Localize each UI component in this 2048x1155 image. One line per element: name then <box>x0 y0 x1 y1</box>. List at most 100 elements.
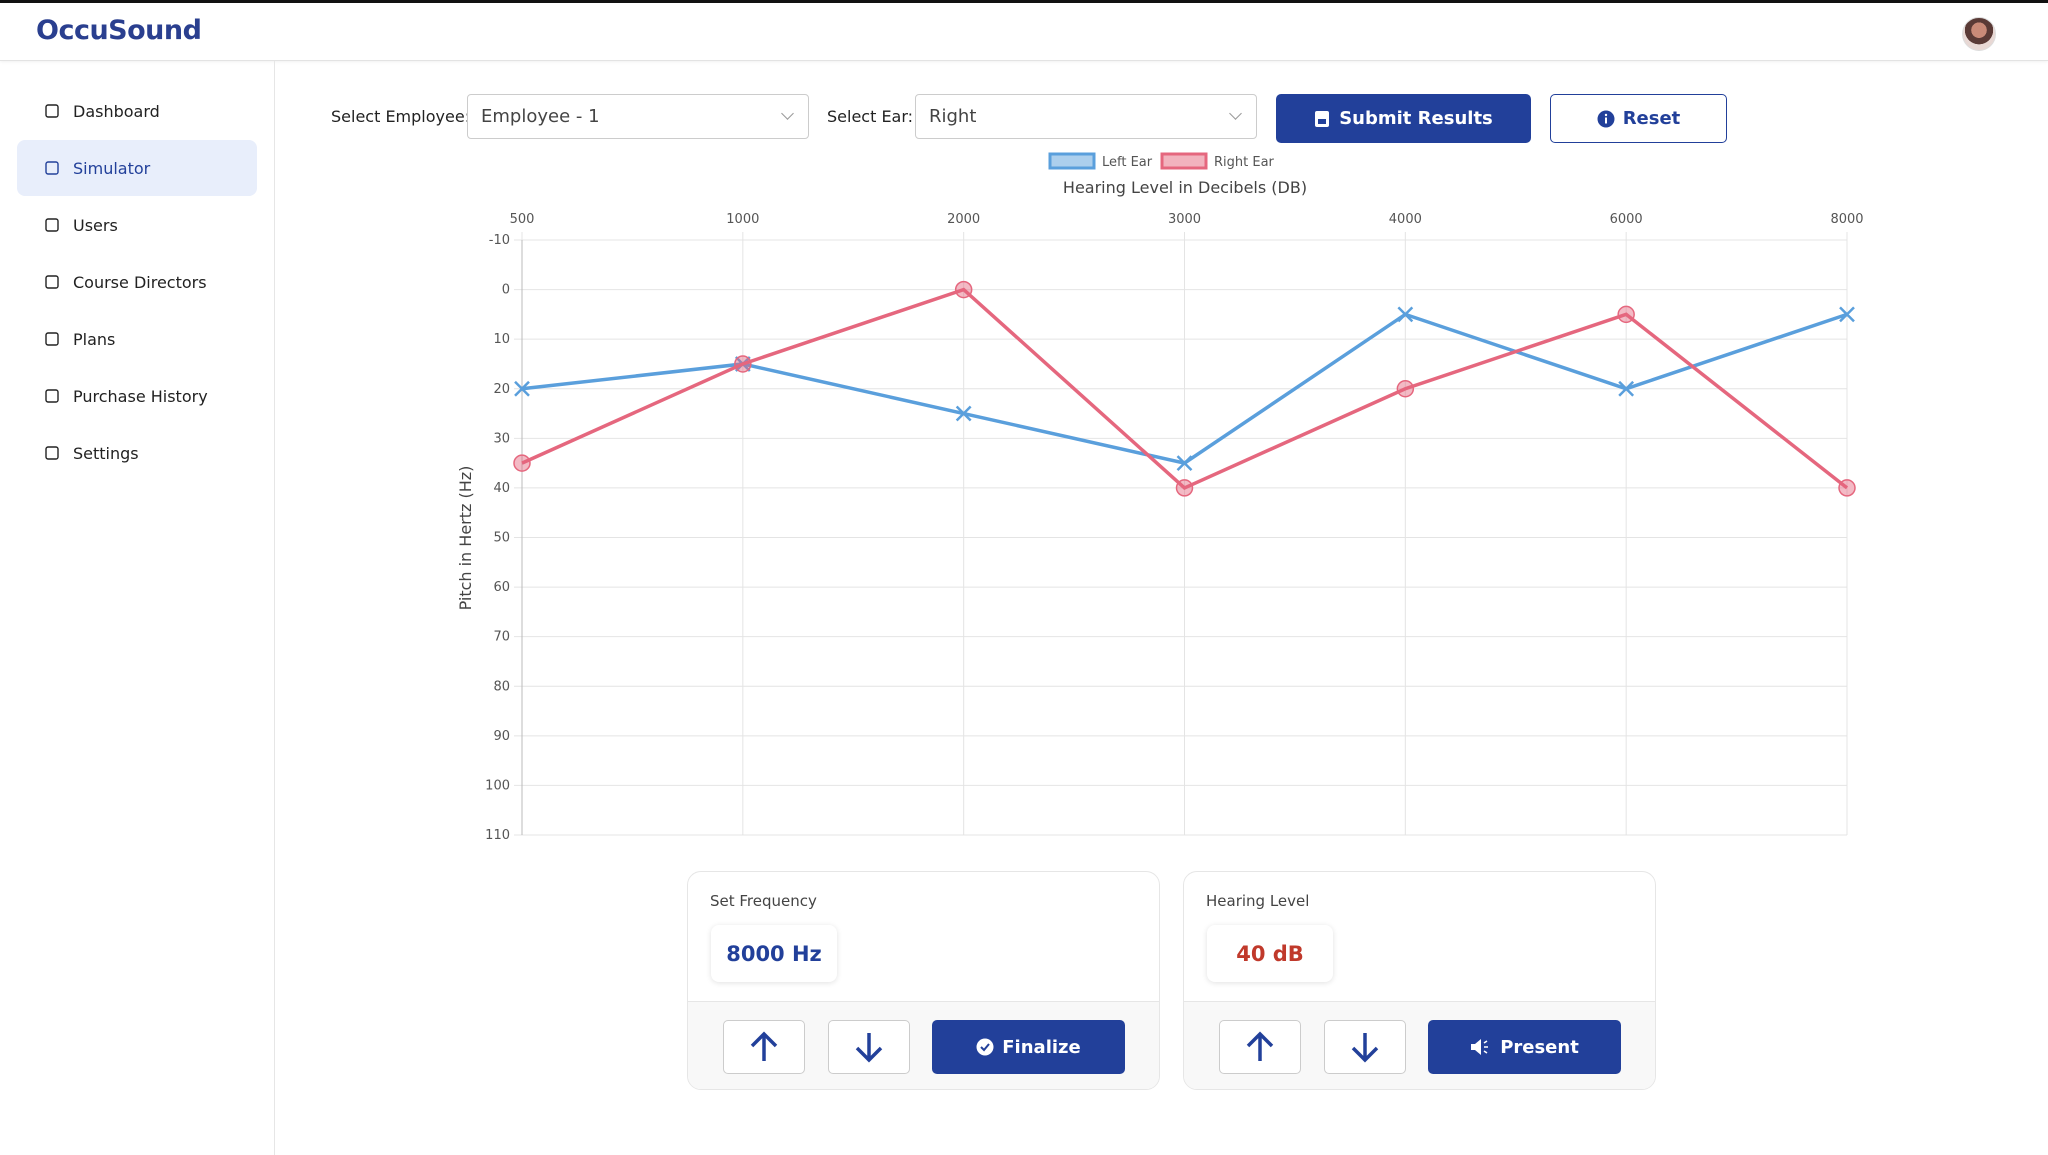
nav-label: Simulator <box>73 158 151 178</box>
top-bar: OccuSound <box>0 0 2048 61</box>
arrow-up-icon <box>1246 1031 1274 1061</box>
info-icon <box>1597 110 1615 127</box>
point <box>1175 479 1194 497</box>
logo[interactable]: OccuSound <box>36 15 202 46</box>
point <box>1397 306 1414 323</box>
x-tick-label: 500 <box>510 212 535 227</box>
legend-label: Right Ear <box>1214 155 1275 170</box>
y-tick-label: 0 <box>502 283 510 298</box>
submit-button[interactable]: Submit Results <box>1276 94 1531 143</box>
legend-swatch <box>1160 152 1208 170</box>
nav-label: Users <box>73 215 118 235</box>
point <box>1838 479 1856 497</box>
point <box>734 355 752 373</box>
y-tick-label: 30 <box>493 431 510 446</box>
up-button[interactable] <box>723 1020 805 1074</box>
y-tick-label: 80 <box>493 679 510 694</box>
action-button[interactable]: Finalize <box>932 1020 1125 1074</box>
panel-value: 40 dB <box>1207 925 1333 982</box>
sidebar: Dashboard Simulator Users Course Directors P… <box>0 61 275 1155</box>
x-tick-label: 6000 <box>1610 212 1643 227</box>
ear-label: Select Ear: <box>827 107 914 126</box>
x-tick-label: 2000 <box>947 212 980 227</box>
point <box>1618 380 1635 397</box>
nav-item[interactable]: Users <box>17 197 257 253</box>
x-axis-title: Hearing Level in Decibels (DB) <box>1063 178 1307 197</box>
y-tick-label: -10 <box>489 233 510 248</box>
reset-button[interactable]: Reset <box>1550 94 1727 143</box>
series-line <box>521 287 1849 490</box>
up-button[interactable] <box>1219 1020 1301 1074</box>
point <box>955 405 972 422</box>
y-tick-label: 20 <box>493 382 510 397</box>
y-axis-title: Pitch in Hertz (Hz) <box>456 466 475 611</box>
nav-label: Course Directors <box>73 272 207 292</box>
action-label: Finalize <box>1002 1036 1081 1058</box>
down-button[interactable] <box>828 1020 910 1074</box>
point <box>1839 306 1855 323</box>
chart: Hearing Level in Decibels (DB) Pitch in … <box>456 152 1864 843</box>
nav-label: Dashboard <box>73 101 160 121</box>
ear-select[interactable]: Right <box>915 94 1257 139</box>
panel-title: Hearing Level <box>1206 892 1310 910</box>
arrow-up-icon <box>750 1031 778 1061</box>
point <box>1396 380 1415 398</box>
nav-icon <box>45 332 59 346</box>
legend-swatch <box>1048 152 1096 170</box>
nav-label: Settings <box>73 443 139 463</box>
nav-label: Plans <box>73 329 116 349</box>
nav-icon <box>45 275 59 289</box>
nav-item[interactable]: Course Directors <box>17 254 257 310</box>
action-button[interactable]: Present <box>1428 1020 1621 1074</box>
x-tick-label: 4000 <box>1389 212 1422 227</box>
y-tick-label: 100 <box>485 778 510 793</box>
nav-icon <box>45 446 59 460</box>
panel-footer: Present <box>1184 1001 1655 1089</box>
nav-icon <box>45 104 59 118</box>
x-tick-label: 8000 <box>1830 212 1863 227</box>
reset-text: Reset <box>1622 108 1681 129</box>
panel-footer: Finalize <box>688 1001 1159 1089</box>
arrow-down-icon <box>855 1033 883 1063</box>
avatar[interactable] <box>1962 17 1996 51</box>
x-tick-label: 3000 <box>1168 212 1201 227</box>
employee-select[interactable]: Employee - 1 <box>467 94 809 139</box>
arrow-down-icon <box>1351 1033 1379 1063</box>
nav-item[interactable]: Settings <box>17 425 257 481</box>
nav-item[interactable]: Plans <box>17 311 257 367</box>
point <box>513 454 531 472</box>
y-tick-label: 60 <box>493 580 510 595</box>
panel: Set Frequency 8000 Hz Finalize <box>687 871 1160 1090</box>
point <box>954 280 973 299</box>
y-tick-label: 70 <box>493 630 510 645</box>
point <box>1617 305 1635 324</box>
y-tick-label: 10 <box>493 332 510 347</box>
y-tick-label: 40 <box>493 481 510 496</box>
down-button[interactable] <box>1324 1020 1406 1074</box>
nav-item[interactable]: Dashboard <box>17 83 257 139</box>
nav-icon <box>45 218 59 232</box>
panel-value: 8000 Hz <box>711 925 837 982</box>
nav-label: Purchase History <box>73 386 208 406</box>
y-tick-label: 50 <box>493 531 510 546</box>
nav-icon <box>45 389 59 403</box>
nav-icon <box>45 161 59 175</box>
point <box>1176 455 1193 472</box>
y-tick-label: 110 <box>485 828 510 843</box>
submit-text: Submit Results <box>1339 108 1493 129</box>
action-label: Present <box>1500 1036 1579 1058</box>
speaker-icon <box>1471 1039 1489 1055</box>
nav-item[interactable]: Simulator <box>17 140 257 196</box>
save-icon <box>1315 110 1330 127</box>
y-tick-label: 90 <box>493 729 510 744</box>
panel-title: Set Frequency <box>710 892 817 910</box>
check-icon <box>976 1038 994 1056</box>
x-tick-label: 1000 <box>726 212 759 227</box>
legend-label: Left Ear <box>1102 155 1153 170</box>
point <box>514 380 530 397</box>
nav-item[interactable]: Purchase History <box>17 368 257 424</box>
employee-label: Select Employee: <box>331 107 471 126</box>
panel: Hearing Level 40 dB Present <box>1183 871 1656 1090</box>
